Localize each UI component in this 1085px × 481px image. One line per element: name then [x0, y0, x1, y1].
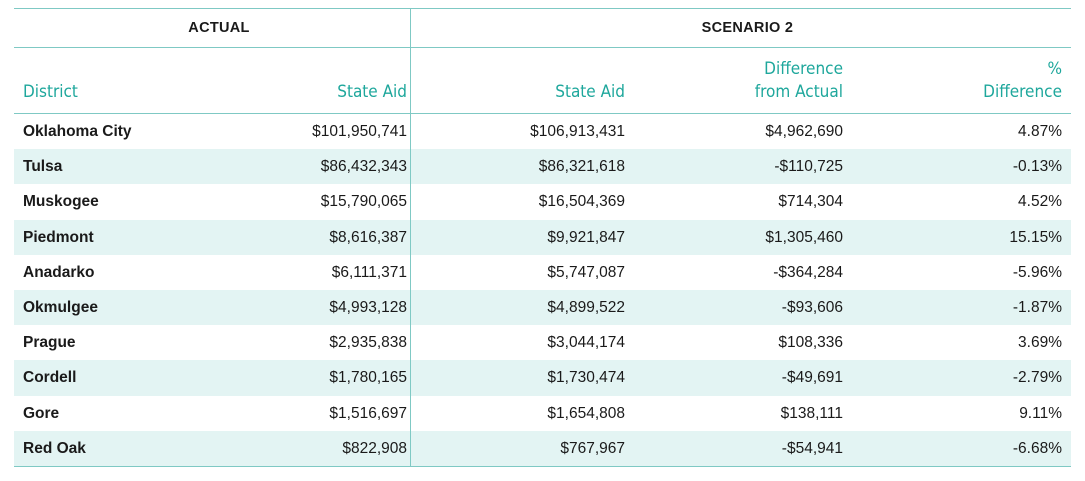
actual-state-aid-cell: $4,993,128: [329, 298, 407, 316]
table-row: Okmulgee $4,993,128 $4,899,522 -$93,606 -1.8…: [14, 289, 1071, 326]
district-cell: Prague: [23, 334, 76, 352]
table-row: Muskogee $15,790,065 $16,504,369 $714,304 4.…: [14, 184, 1071, 219]
group-divider: [410, 8, 411, 467]
table-body: Oklahoma City $101,950,741 $106,913,431 $4,…: [14, 114, 1071, 467]
header-actual-state-aid: State Aid: [337, 82, 407, 102]
district-cell: Piedmont: [23, 228, 94, 246]
district-cell: Tulsa: [23, 158, 63, 176]
percent-difference-cell: 4.87%: [1018, 123, 1062, 140]
header-difference-from-actual: Difference from Actual: [754, 59, 843, 102]
scenario-state-aid-cell: $1,730,474: [547, 369, 625, 387]
group-scenario-2: SCENARIO 2: [701, 20, 794, 36]
header-scenario-state-aid: State Aid: [555, 82, 625, 102]
district-cell: Muskogee: [23, 193, 99, 211]
district-cell: Oklahoma City: [23, 123, 132, 140]
header-district: District: [23, 82, 78, 102]
district-cell: Gore: [23, 404, 60, 422]
actual-state-aid-cell: $86,432,343: [320, 158, 407, 176]
actual-state-aid-cell: $101,950,741: [312, 123, 407, 140]
table-row: Anadarko $6,111,371 $5,747,087 -$364,284 -5.…: [14, 255, 1071, 290]
difference-cell: -$364,284: [773, 263, 843, 281]
difference-cell: $1,305,460: [765, 228, 843, 246]
scenario-state-aid-cell: $9,921,847: [547, 228, 625, 246]
actual-state-aid-cell: $6,111,371: [331, 263, 407, 281]
actual-state-aid-cell: $1,780,165: [329, 369, 407, 387]
scenario-state-aid-cell: $3,044,174: [547, 334, 625, 352]
group-actual: ACTUAL: [188, 20, 250, 36]
percent-difference-cell: -6.68%: [1012, 439, 1062, 457]
actual-state-aid-cell: $15,790,065: [320, 193, 407, 211]
difference-cell: $138,111: [780, 404, 843, 422]
percent-difference-cell: -0.13%: [1012, 158, 1062, 176]
table-row: Red Oak $822,908 $767,967 -$54,941 -6.68%: [14, 430, 1071, 466]
scenario-state-aid-cell: $106,913,431: [530, 123, 625, 140]
scenario-state-aid-cell: $4,899,522: [547, 298, 625, 316]
scenario-state-aid-cell: $767,967: [560, 439, 625, 457]
district-cell: Cordell: [23, 369, 77, 387]
difference-cell: -$93,606: [781, 298, 843, 316]
district-cell: Anadarko: [23, 263, 95, 281]
percent-difference-cell: 3.69%: [1018, 334, 1062, 352]
table-row: Prague $2,935,838 $3,044,174 $108,336 3.69%: [14, 325, 1071, 360]
percent-difference-cell: -2.79%: [1012, 369, 1062, 387]
actual-state-aid-cell: $1,516,697: [329, 404, 407, 422]
scenario-state-aid-cell: $5,747,087: [547, 263, 625, 281]
table-row: Tulsa $86,432,343 $86,321,618 -$110,725 -0.1…: [14, 149, 1071, 185]
difference-cell: -$110,725: [774, 158, 843, 176]
state-aid-table: ACTUAL SCENARIO 2 District State Aid Sta…: [14, 8, 1071, 467]
table-row: Oklahoma City $101,950,741 $106,913,431 $4,…: [14, 114, 1071, 149]
table-row: Piedmont $8,616,387 $9,921,847 $1,305,460 15…: [14, 219, 1071, 255]
difference-cell: $4,962,690: [765, 123, 843, 140]
percent-difference-cell: 15.15%: [1009, 228, 1062, 246]
actual-state-aid-cell: $8,616,387: [329, 228, 407, 246]
difference-cell: -$54,941: [781, 439, 843, 457]
actual-state-aid-cell: $2,935,838: [329, 334, 407, 352]
percent-difference-cell: 4.52%: [1018, 193, 1062, 211]
header-percent-difference: % Difference: [983, 59, 1062, 102]
group-header-row: ACTUAL SCENARIO 2: [14, 8, 1071, 48]
percent-difference-cell: 9.11%: [1019, 404, 1062, 422]
percent-difference-cell: -1.87%: [1012, 298, 1062, 316]
scenario-state-aid-cell: $1,654,808: [547, 404, 625, 422]
district-cell: Red Oak: [23, 439, 86, 457]
actual-state-aid-cell: $822,908: [342, 439, 407, 457]
column-header-row: District State Aid State Aid Difference f…: [14, 48, 1071, 114]
percent-difference-cell: -5.96%: [1012, 263, 1062, 281]
table-row: Cordell $1,780,165 $1,730,474 -$49,691 -2.79…: [14, 360, 1071, 396]
difference-cell: $108,336: [778, 334, 843, 352]
difference-cell: -$49,691: [781, 369, 843, 387]
scenario-state-aid-cell: $16,504,369: [538, 193, 625, 211]
district-cell: Okmulgee: [23, 298, 98, 316]
table-row: Gore $1,516,697 $1,654,808 $138,111 9.11%: [14, 396, 1071, 431]
scenario-state-aid-cell: $86,321,618: [538, 158, 625, 176]
difference-cell: $714,304: [778, 193, 843, 211]
